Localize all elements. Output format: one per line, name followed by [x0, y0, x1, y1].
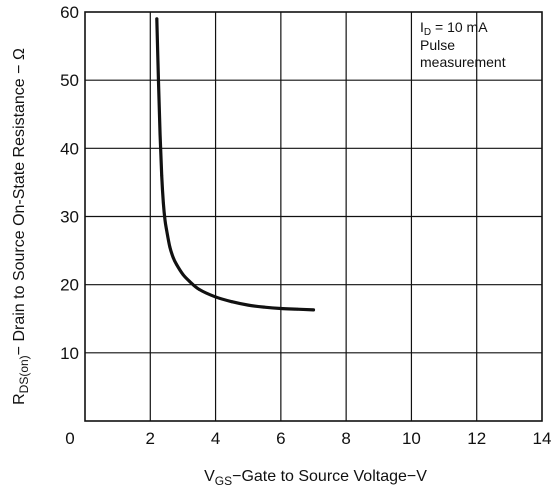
y-axis-subscript: DS(on)	[17, 355, 31, 393]
data-point	[160, 174, 164, 178]
data-point	[279, 307, 283, 310]
note-current-condition: ID = 10 mA	[420, 19, 488, 38]
y-axis-symbol: R	[11, 393, 28, 405]
series-line	[155, 17, 316, 312]
data-point	[197, 288, 201, 291]
note-current-symbol: I	[420, 19, 424, 35]
data-point	[155, 17, 159, 21]
x-tick-label: 14	[533, 429, 552, 448]
data-point	[312, 308, 315, 312]
x-tick-label: 0	[65, 429, 74, 448]
measurement-condition-note: ID = 10 mA Pulse measurement	[420, 19, 506, 70]
data-point	[163, 218, 167, 222]
x-tick-label: 4	[211, 429, 220, 448]
data-point	[158, 133, 162, 137]
grid	[85, 12, 542, 421]
x-tick-label: 8	[341, 429, 350, 448]
data-point	[230, 300, 234, 304]
data-point	[175, 262, 178, 266]
x-axis-title: VGS−Gate to Source Voltage−V	[204, 468, 427, 488]
note-measurement: measurement	[420, 54, 506, 70]
data-point	[246, 303, 250, 307]
data-point	[263, 305, 266, 309]
note-pulse: Pulse	[420, 37, 455, 53]
data-point	[181, 273, 185, 276]
series	[155, 17, 316, 312]
data-point	[188, 279, 191, 283]
y-tick-label: 30	[60, 208, 79, 227]
y-tick-label: 10	[60, 344, 79, 363]
x-tick-label: 6	[276, 429, 285, 448]
data-point	[168, 245, 172, 249]
x-tick-labels: 0 2 4 6 8 10 12 14	[65, 429, 551, 448]
y-tick-labels: 10 20 30 40 50 60	[60, 3, 79, 363]
note-current-subscript: D	[424, 27, 431, 38]
plot-frame	[84, 11, 543, 422]
x-tick-label: 12	[467, 429, 486, 448]
x-tick-label: 2	[146, 429, 155, 448]
y-tick-label: 50	[60, 71, 79, 90]
y-tick-label: 60	[60, 3, 79, 22]
data-point	[295, 307, 299, 311]
x-axis-symbol: V	[204, 468, 215, 485]
y-axis-title: RDS(on)− Drain to Source On-State Resist…	[11, 48, 31, 405]
y-tick-label: 20	[60, 276, 79, 295]
data-point	[157, 78, 160, 82]
data-point	[165, 228, 169, 232]
y-axis-text: − Drain to Source On-State Resistance − …	[11, 48, 28, 355]
x-tick-label: 10	[402, 429, 421, 448]
y-tick-label: 40	[60, 139, 79, 158]
data-point	[161, 201, 165, 205]
data-point	[214, 295, 217, 299]
x-axis-subscript: GS	[215, 474, 232, 488]
x-axis-text: −Gate to Source Voltage−V	[232, 468, 427, 485]
note-current-value: = 10 mA	[431, 19, 488, 35]
data-point	[171, 256, 175, 259]
